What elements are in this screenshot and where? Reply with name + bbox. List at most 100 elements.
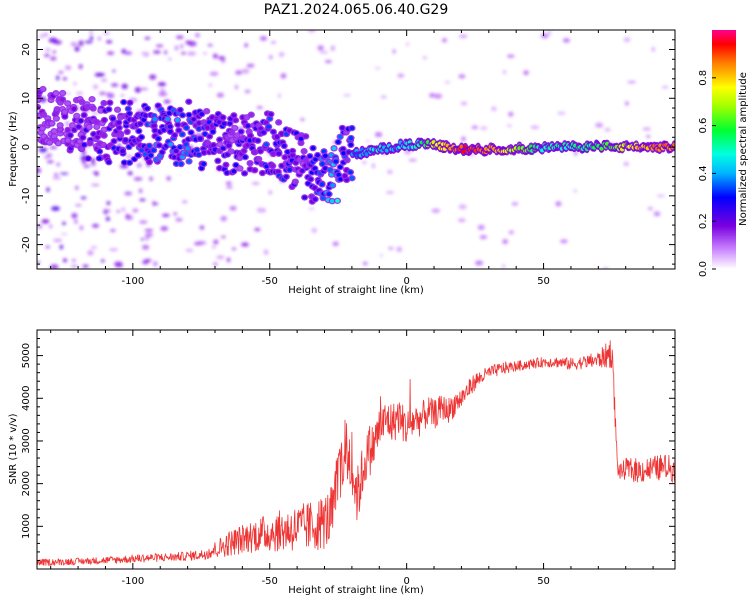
spectrogram-noise-blob — [48, 37, 58, 43]
spectrogram-noise-blob — [246, 63, 255, 68]
spectrogram-noise-blob — [54, 172, 59, 177]
spectrogram-ridge-core — [281, 143, 287, 148]
spectrogram-noise-blob — [94, 171, 99, 176]
spectrogram-noise-blob — [604, 128, 611, 132]
spectrogram-ridge-core — [180, 155, 185, 160]
spectrogram-ridge-core — [127, 111, 132, 116]
spectrogram-noise-blob — [78, 40, 84, 46]
spectrogram-noise-blob — [56, 75, 60, 81]
spectrogram-ridge-core — [145, 106, 150, 111]
spectrogram-noise-blob — [92, 84, 99, 89]
spectrogram-ridge-core — [186, 159, 192, 164]
spectrogram-noise-blob — [506, 54, 515, 58]
snr-y-axis-label: SNR (10 * v/v) — [8, 413, 19, 484]
colorbar: 0.0 0.2 0.4 0.6 0.8 Normalized spectral ampl… — [698, 30, 749, 277]
spectrogram-ridge-core — [232, 126, 238, 131]
spectrogram-ridge-core — [127, 160, 132, 165]
spectrogram-noise-blob — [60, 233, 68, 236]
snr-plot-area — [37, 330, 675, 569]
spectrogram-noise-blob — [254, 227, 261, 232]
spectrogram-ridge-core — [233, 118, 238, 123]
spectrogram-ridge-core — [85, 156, 91, 161]
spectrogram-ridge-core — [137, 121, 143, 126]
spectrogram-ridge-core — [79, 100, 85, 105]
spectrogram-noise-blob — [511, 202, 519, 206]
spectrogram-ridge-core — [174, 161, 179, 166]
spectrogram-noise-blob — [208, 83, 213, 87]
spectrogram-ridge-core — [77, 139, 82, 144]
spectrogram-ridge-core — [201, 150, 207, 155]
spectrogram-noise-blob — [159, 88, 166, 94]
spectrogram-ridge-core — [231, 113, 237, 118]
spectrogram-noise-blob — [234, 84, 239, 90]
spectrogram-noise-blob — [560, 239, 568, 244]
spectrogram-ridge-core — [151, 123, 157, 128]
spectrogram-noise-blob — [646, 135, 651, 138]
spectrogram-noise-blob — [280, 73, 287, 79]
spectrogram-noise-blob — [99, 91, 106, 96]
spectrogram-noise-blob — [213, 53, 218, 59]
spectrogram-noise-blob — [387, 169, 393, 175]
spectrogram-ridge-core — [307, 154, 313, 159]
spectrogram-noise-blob — [37, 261, 40, 264]
spectrogram-ridge-core — [168, 129, 173, 134]
spectrogram-noise-blob — [140, 238, 145, 241]
spectrogram-ridge-core — [40, 87, 46, 92]
spectrogram-noise-blob — [41, 219, 50, 224]
spectrogram-ridge-core — [228, 149, 234, 154]
spectrogram-ridge-core — [248, 112, 254, 117]
spectrogram-x-tick-label: -50 — [262, 276, 278, 287]
spectrogram-ridge-core — [143, 113, 148, 118]
spectrogram-noise-blob — [458, 204, 467, 210]
spectrogram-noise-blob — [64, 65, 72, 71]
spectrogram-noise-blob — [52, 176, 62, 180]
spectrogram-noise-blob — [642, 127, 652, 131]
spectrogram-noise-blob — [121, 206, 126, 213]
spectrogram-ridge-core — [210, 129, 216, 134]
spectrogram-ridge-core — [335, 198, 340, 203]
spectrogram-y-tick-label: -10 — [21, 188, 32, 204]
spectrogram-y-tick-label: 10 — [21, 92, 32, 105]
spectrogram-noise-blob — [83, 165, 89, 168]
spectrogram-ridge-core — [57, 123, 63, 128]
spectrogram-ridge-core — [94, 124, 100, 129]
spectrogram-ridge-core — [201, 161, 207, 166]
spectrogram-ridge-core — [333, 159, 339, 164]
spectrogram-noise-blob — [392, 49, 396, 54]
spectrogram-noise-blob — [235, 70, 243, 75]
spectrogram-noise-blob — [101, 259, 105, 263]
spectrogram-ridge-core — [115, 107, 120, 112]
spectrogram-ridge-core — [161, 128, 167, 133]
spectrogram-ridge-core — [284, 174, 289, 179]
spectrogram-ridge-core — [271, 129, 276, 134]
spectrogram-noise-blob — [319, 45, 323, 51]
spectrogram-ridge-core — [51, 134, 57, 139]
snr-y-tick-label: 2000 — [21, 471, 32, 496]
spectrogram-ridge-core — [71, 106, 77, 111]
spectrogram-noise-blob — [193, 241, 202, 246]
spectrogram-ridge-core — [173, 149, 179, 154]
spectrogram-ridge-core — [337, 134, 343, 139]
spectrogram-ridge-core — [312, 197, 318, 202]
spectrogram-noise-blob — [62, 221, 66, 225]
spectrogram-noise-blob — [52, 50, 56, 54]
spectrogram-ridge-core — [322, 166, 328, 171]
spectrogram-noise-blob — [105, 216, 110, 222]
spectrogram-ridge-core — [80, 135, 86, 140]
spectrogram-ridge-core — [188, 130, 194, 135]
spectrogram-noise-blob — [207, 44, 213, 47]
spectrogram-noise-blob — [139, 198, 146, 202]
spectrogram-ridge-core — [159, 150, 165, 155]
spectrogram-noise-blob — [37, 167, 42, 174]
spectrogram-ridge-core — [344, 158, 350, 163]
spectrogram-noise-blob — [231, 247, 237, 251]
spectrogram-ridge-core — [329, 199, 335, 204]
spectrogram-ridge-core — [336, 172, 341, 177]
spectrogram-ridge-core — [135, 153, 141, 158]
spectrogram-marks — [37, 30, 675, 269]
spectrogram-ridge-core — [86, 124, 92, 129]
spectrogram-ridge-core — [196, 152, 202, 157]
spectrogram-x-axis-label: Height of straight line (km) — [288, 285, 424, 296]
spectrogram-ridge-core — [204, 109, 209, 114]
spectrogram-noise-blob — [623, 37, 631, 43]
